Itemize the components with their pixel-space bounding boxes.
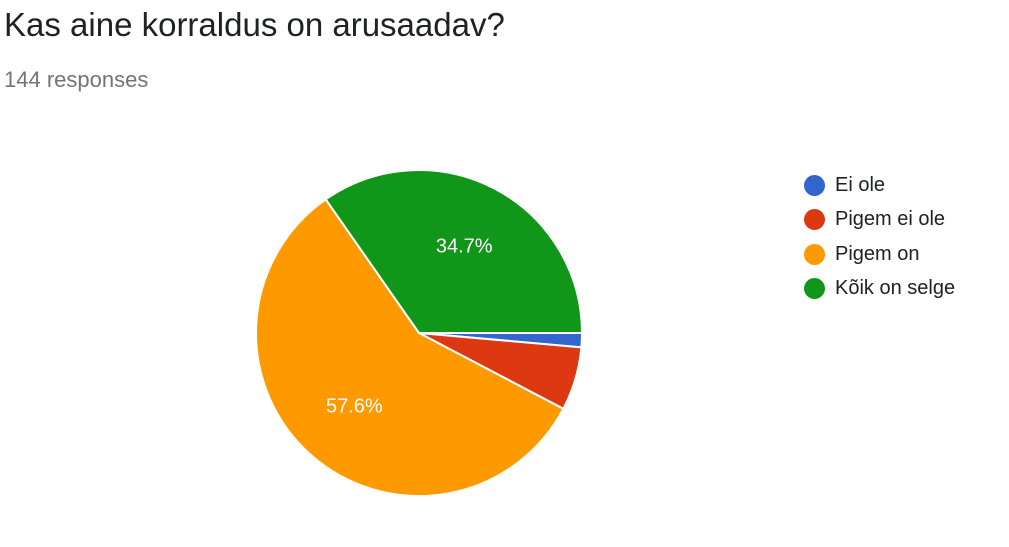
legend-item-pigem-on[interactable]: Pigem on [804, 237, 955, 272]
legend-label: Pigem on [835, 242, 920, 265]
legend-label: Pigem ei ole [835, 208, 946, 231]
legend-swatch-icon [804, 174, 825, 196]
pie-slice-ko-ik-on-selge[interactable] [324, 169, 583, 334]
legend-label: Ei ole [835, 173, 886, 196]
legend-swatch-icon [804, 209, 825, 231]
legend-swatch-icon [804, 278, 825, 300]
slice-label-pigem-on: 57.6% [326, 395, 383, 417]
response-count: 144 responses [4, 67, 149, 92]
legend-item-ko-ik-on-selge[interactable]: Kõik on selge [804, 272, 955, 307]
legend-label: Kõik on selge [835, 277, 956, 300]
legend-item-ei-ole[interactable]: Ei ole [804, 168, 955, 203]
slice-label-ko-ik-on-selge: 34.7% [436, 235, 493, 257]
pie-slice-pigem-on[interactable] [255, 198, 565, 497]
chart-legend: Ei ole Pigem ei ole Pigem on Kõik on selge [804, 168, 955, 306]
question-title: Kas aine korraldus on arusaadav? [4, 6, 505, 43]
legend-item-pigem-ei-ole[interactable]: Pigem ei ole [804, 203, 955, 238]
legend-swatch-icon [804, 243, 825, 265]
